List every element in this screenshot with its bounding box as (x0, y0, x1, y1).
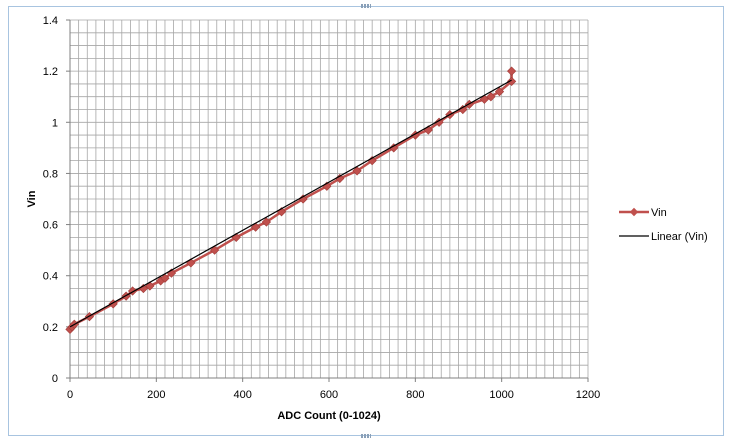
data-point-vin (458, 104, 468, 115)
data-point-vin (209, 245, 220, 255)
data-point-vin (479, 94, 490, 104)
y-tick-label: 0.8 (43, 168, 58, 180)
data-point-vin (352, 166, 362, 176)
trendline-linear-vin (69, 79, 512, 328)
legend-entry-vin: Vin (619, 207, 667, 219)
data-point-vin (410, 130, 420, 140)
y-tick-label: 0.4 (43, 271, 58, 283)
y-tick-label: 1.2 (43, 66, 58, 78)
chart-area[interactable]: 0 200 400 600 800 1000 1200 0 0.2 0.4 0.6 0.8 1 1.2 1.… (8, 4, 724, 438)
data-point-vin (434, 117, 444, 127)
x-tick-label: 0 (67, 389, 73, 401)
y-tick-label: 1.4 (43, 15, 58, 27)
resize-handle-bottom[interactable] (361, 434, 371, 438)
legend: Vin Linear (Vin) (619, 207, 708, 243)
data-point-vin (486, 92, 496, 102)
resize-handle-top[interactable] (361, 4, 371, 8)
data-point-vin (389, 143, 399, 153)
tick-labels: 0 200 400 600 800 1000 1200 0 0.2 0.4 0.6 0.8 1 1.2 1.… (43, 15, 601, 401)
scatter-chart: 0 200 400 600 800 1000 1200 0 0.2 0.4 0.6 0.8 1 1.2 1.… (26, 15, 708, 422)
data-point-vin (261, 217, 272, 227)
data-point-vin (506, 76, 517, 86)
x-tick-label: 800 (406, 389, 424, 401)
legend-entry-linear-vin: Linear (Vin) (619, 231, 708, 243)
x-tick-label: 600 (320, 389, 338, 401)
y-tick-label: 0.2 (43, 322, 58, 334)
data-point-vin (108, 299, 118, 309)
x-tick-label: 1000 (489, 389, 513, 401)
data-point-vin (506, 66, 517, 76)
legend-label-vin: Vin (651, 207, 667, 219)
x-tick-label: 200 (147, 389, 165, 401)
legend-marker-vin (629, 207, 639, 217)
data-point-vin (145, 281, 155, 291)
x-axis-title: ADC Count (0-1024) (277, 410, 381, 422)
y-axis-title: Vin (26, 190, 38, 207)
x-tick-label: 400 (233, 389, 251, 401)
axes (66, 19, 589, 382)
data-point-vin (494, 86, 505, 97)
x-tick-label: 1200 (576, 389, 600, 401)
y-tick-label: 1 (52, 117, 58, 129)
y-tick-label: 0 (52, 373, 58, 385)
plot-series (65, 66, 517, 335)
legend-label-linear-vin: Linear (Vin) (651, 231, 708, 243)
data-point-vin (250, 222, 261, 232)
data-point-vin (160, 273, 170, 283)
y-tick-label: 0.6 (43, 220, 58, 232)
gridlines (69, 19, 589, 379)
